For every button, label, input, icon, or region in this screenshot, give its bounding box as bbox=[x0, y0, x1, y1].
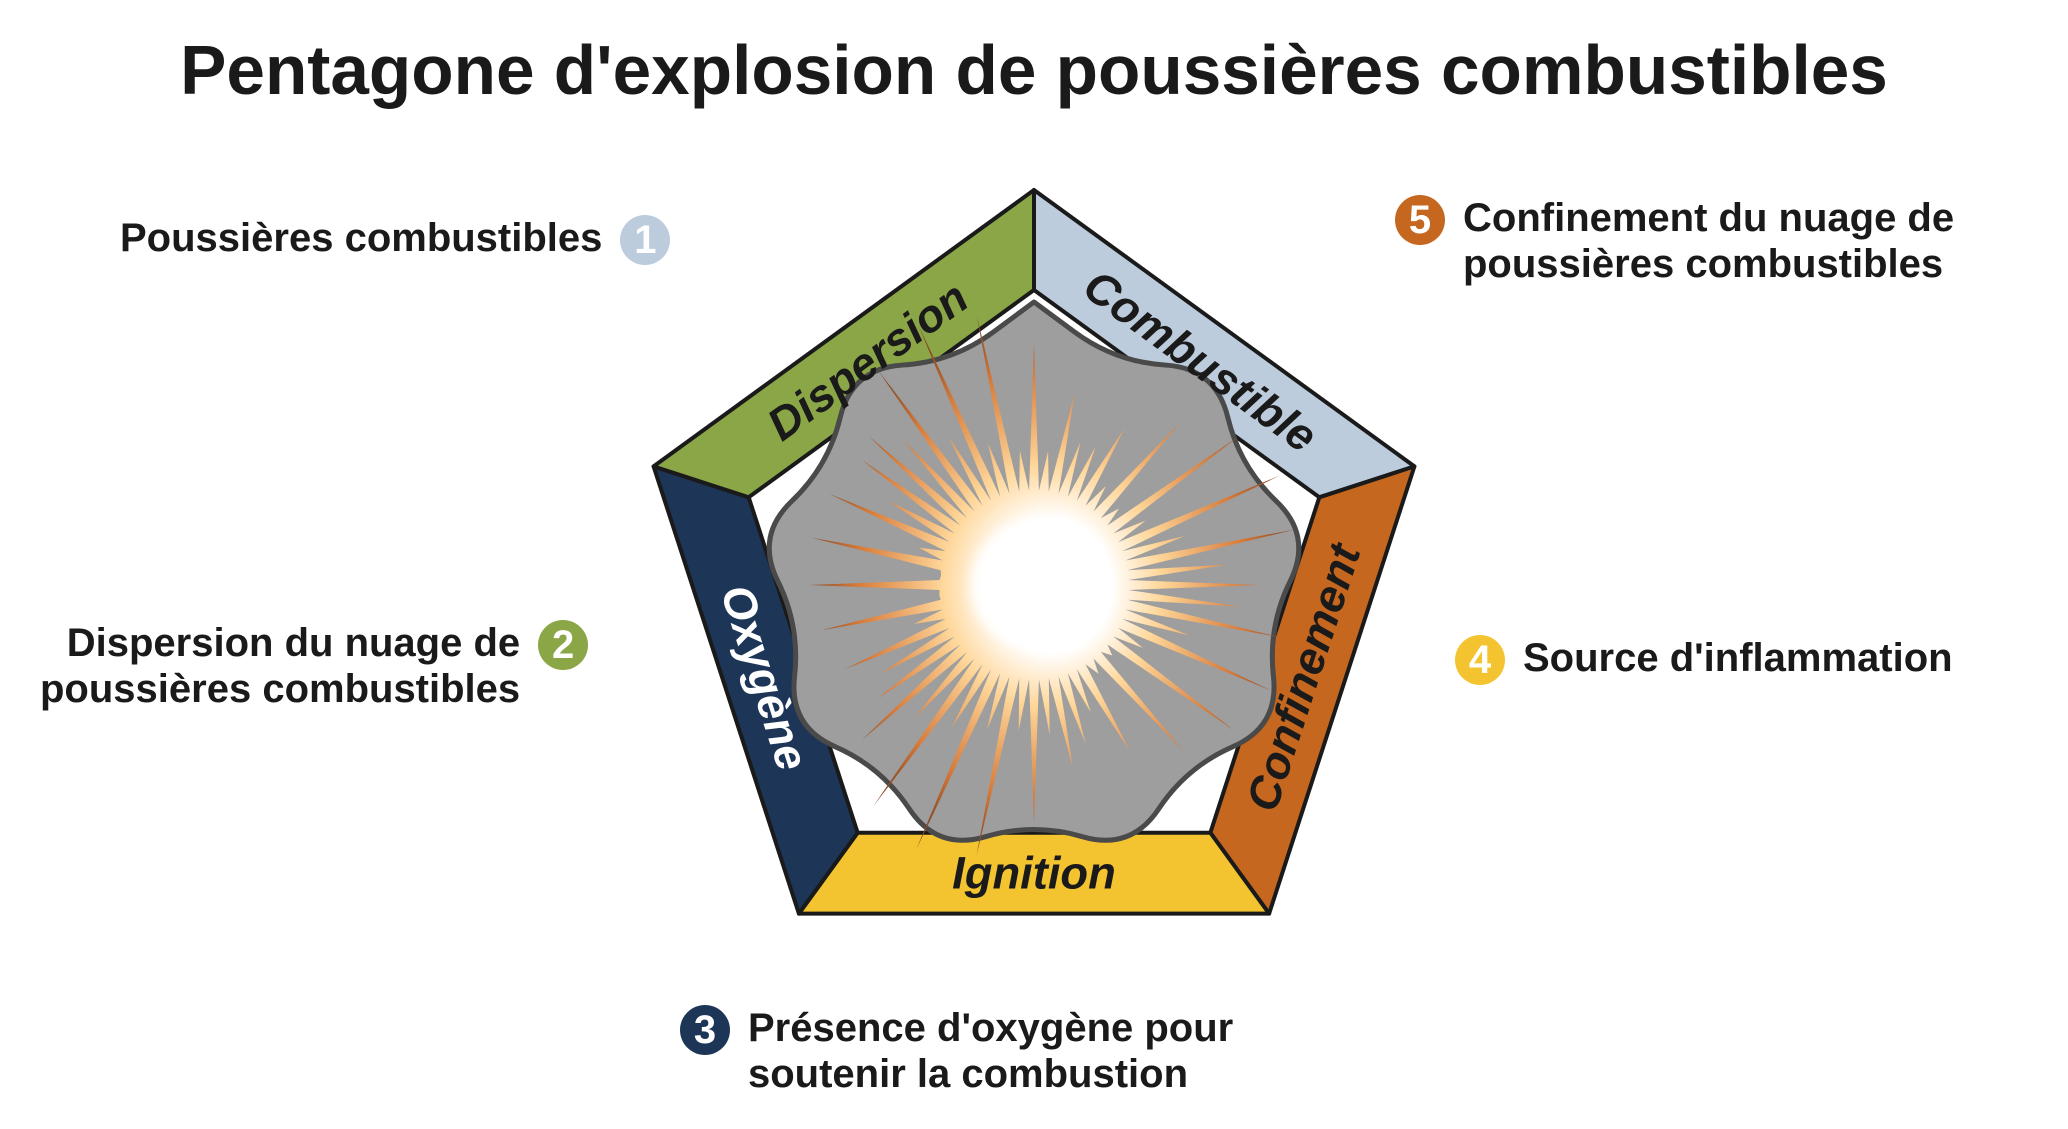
callout-5: 5 Confinement du nuage de poussières comb… bbox=[1395, 195, 2035, 287]
pentagon-diagram: CombustibleConfinementIgnitionOxygèneDis… bbox=[574, 130, 1494, 1050]
pentagon-label-ignition: Ignition bbox=[952, 848, 1116, 899]
callout-number-3: 3 bbox=[680, 1005, 730, 1055]
callout-text-2: Dispersion du nuage de poussières combus… bbox=[40, 620, 520, 712]
callout-text-4: Source d'inflammation bbox=[1523, 635, 1953, 681]
callout-1: 1 Poussières combustibles bbox=[120, 215, 680, 265]
callout-number-1: 1 bbox=[620, 215, 670, 265]
callout-text-5: Confinement du nuage de poussières combu… bbox=[1463, 195, 1954, 287]
callout-number-5: 5 bbox=[1395, 195, 1445, 245]
callout-number-4: 4 bbox=[1455, 635, 1505, 685]
callout-2: 2 Dispersion du nuage de poussières combu… bbox=[40, 620, 640, 712]
callout-number-2: 2 bbox=[538, 620, 588, 670]
callout-3: 3 Présence d'oxygène pour soutenir la com… bbox=[680, 1005, 1400, 1097]
diagram-stage: Pentagone d'explosion de poussières comb… bbox=[0, 0, 2068, 1129]
callout-text-3: Présence d'oxygène pour soutenir la comb… bbox=[748, 1005, 1233, 1097]
explosion-core bbox=[971, 522, 1097, 648]
callout-4: 4 Source d'inflammation bbox=[1455, 635, 2015, 685]
page-title: Pentagone d'explosion de poussières comb… bbox=[0, 30, 2068, 110]
callout-text-1: Poussières combustibles bbox=[120, 215, 602, 261]
